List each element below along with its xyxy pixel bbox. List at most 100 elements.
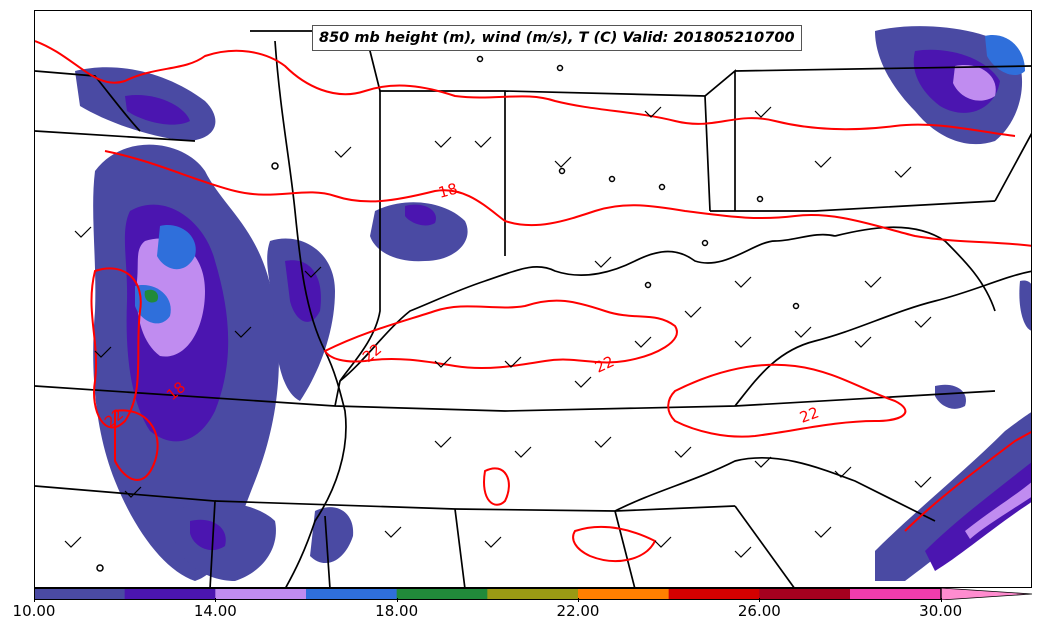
wind-blob-ne-blue (985, 35, 1025, 76)
wind-blob-ne-core (953, 65, 996, 101)
border-ohio-river (339, 233, 836, 382)
contour-label: 22 (797, 403, 821, 426)
colorbar-ticks: 10.00 14.00 18.00 22.00 26.00 30.00 (0, 598, 1041, 628)
colorbar-segment (487, 588, 579, 600)
wind-barb (484, 536, 502, 548)
wind-barb (514, 446, 532, 458)
wind-barb (434, 136, 452, 148)
temperature-contours (35, 40, 1031, 562)
wind-barb (894, 166, 912, 178)
border-missouri (35, 485, 216, 587)
wind-barb (914, 476, 932, 488)
wind-barb (734, 276, 752, 288)
wind-blob-west-blue2 (135, 285, 171, 324)
border-carolina (614, 456, 936, 522)
colorbar-segment (396, 588, 488, 600)
wind-blob-nw-inner (125, 95, 190, 125)
colorbar-segment (668, 588, 760, 600)
calm-circle (644, 281, 652, 289)
map-canvas: 18 22 22 22 18 22 (35, 26, 1031, 587)
colorbar-segment (306, 588, 398, 600)
wind-barb (64, 536, 82, 548)
calm-circle (558, 167, 566, 175)
border-alabama (324, 508, 466, 587)
colorbar-tick-label: 22.00 (556, 602, 600, 620)
wind-shading (75, 26, 1031, 581)
map-title: 850 mb height (m), wind (m/s), T (C) Val… (312, 25, 802, 51)
contour-south-blob (483, 467, 510, 506)
contour-18-north (35, 40, 1016, 137)
colorbar-tick-mark (215, 598, 217, 602)
wind-barb (734, 336, 752, 348)
colorbar-segment (215, 588, 307, 600)
border-sc-nc (734, 505, 795, 587)
wind-barb (674, 446, 692, 458)
border-wi-mi (35, 70, 141, 132)
contour-sw (114, 409, 159, 481)
wind-barb (334, 146, 352, 158)
colorbar-tick-mark (34, 598, 35, 602)
border-mississippi (274, 40, 347, 587)
wind-barb (814, 156, 832, 168)
wind-blob-indiana-inner (405, 204, 436, 226)
colorbar-tick-mark (396, 598, 398, 602)
contour-18-mid (104, 150, 1031, 247)
contour-se (904, 430, 1031, 532)
wind-blob-nc (935, 384, 966, 409)
wind-barb (914, 316, 932, 328)
wind-barb (434, 436, 452, 448)
wind-barb (734, 546, 752, 558)
colorbar-tick-mark (940, 598, 942, 602)
calm-markers (96, 55, 800, 572)
calm-circle (658, 183, 666, 191)
colorbar-tick-label: 18.00 (375, 602, 419, 620)
border-ky-tn (35, 385, 996, 412)
wind-barb (814, 526, 832, 538)
wind-blob-south (310, 507, 354, 564)
colorbar-segment (850, 588, 942, 600)
colorbar (34, 588, 1033, 600)
border-md (834, 226, 996, 312)
contour-label: 18 (436, 180, 459, 202)
wind-blob-west-core (136, 238, 205, 357)
calm-circle (271, 162, 279, 170)
wind-barb (434, 356, 452, 368)
wind-blob-west-blue (157, 225, 196, 270)
wind-barb (834, 466, 852, 478)
border-great-lakes (35, 30, 996, 256)
wind-barb (594, 256, 612, 268)
contour-22-west (90, 267, 142, 429)
colorbar-tick-label: 14.00 (193, 602, 237, 620)
wind-blob-east (1019, 280, 1031, 331)
contour-sc (572, 525, 657, 562)
wind-blob-se-core (965, 482, 1031, 539)
wind-barb (554, 156, 572, 168)
calm-circle (96, 564, 104, 572)
wind-barb (754, 456, 772, 468)
wind-blob-sw-inner (190, 519, 226, 551)
colorbar-segment (34, 588, 126, 600)
wind-barb (644, 106, 662, 118)
wind-barb (504, 356, 522, 368)
colorbar-segment (124, 588, 216, 600)
wind-barb (654, 536, 672, 548)
calm-circle (701, 239, 709, 247)
border-tn-south (214, 500, 736, 512)
calm-circle (756, 195, 764, 203)
wind-barb (304, 266, 322, 278)
colorbar-tick-label: 30.00 (919, 602, 963, 620)
calm-circle (608, 175, 616, 183)
calm-circle (556, 64, 564, 72)
wind-barb (384, 526, 402, 538)
state-borders (35, 30, 1031, 587)
wind-blob-se (875, 412, 1031, 581)
wind-barb (754, 106, 772, 118)
border-virginia (734, 270, 1031, 407)
wind-barbs (64, 106, 932, 558)
wind-barb (124, 486, 142, 498)
wind-barb (94, 346, 112, 358)
border-ga (614, 510, 636, 587)
wind-blob-indiana (370, 202, 468, 262)
calm-circle (792, 302, 800, 310)
colorbar-tick-label: 10.00 (12, 602, 56, 620)
